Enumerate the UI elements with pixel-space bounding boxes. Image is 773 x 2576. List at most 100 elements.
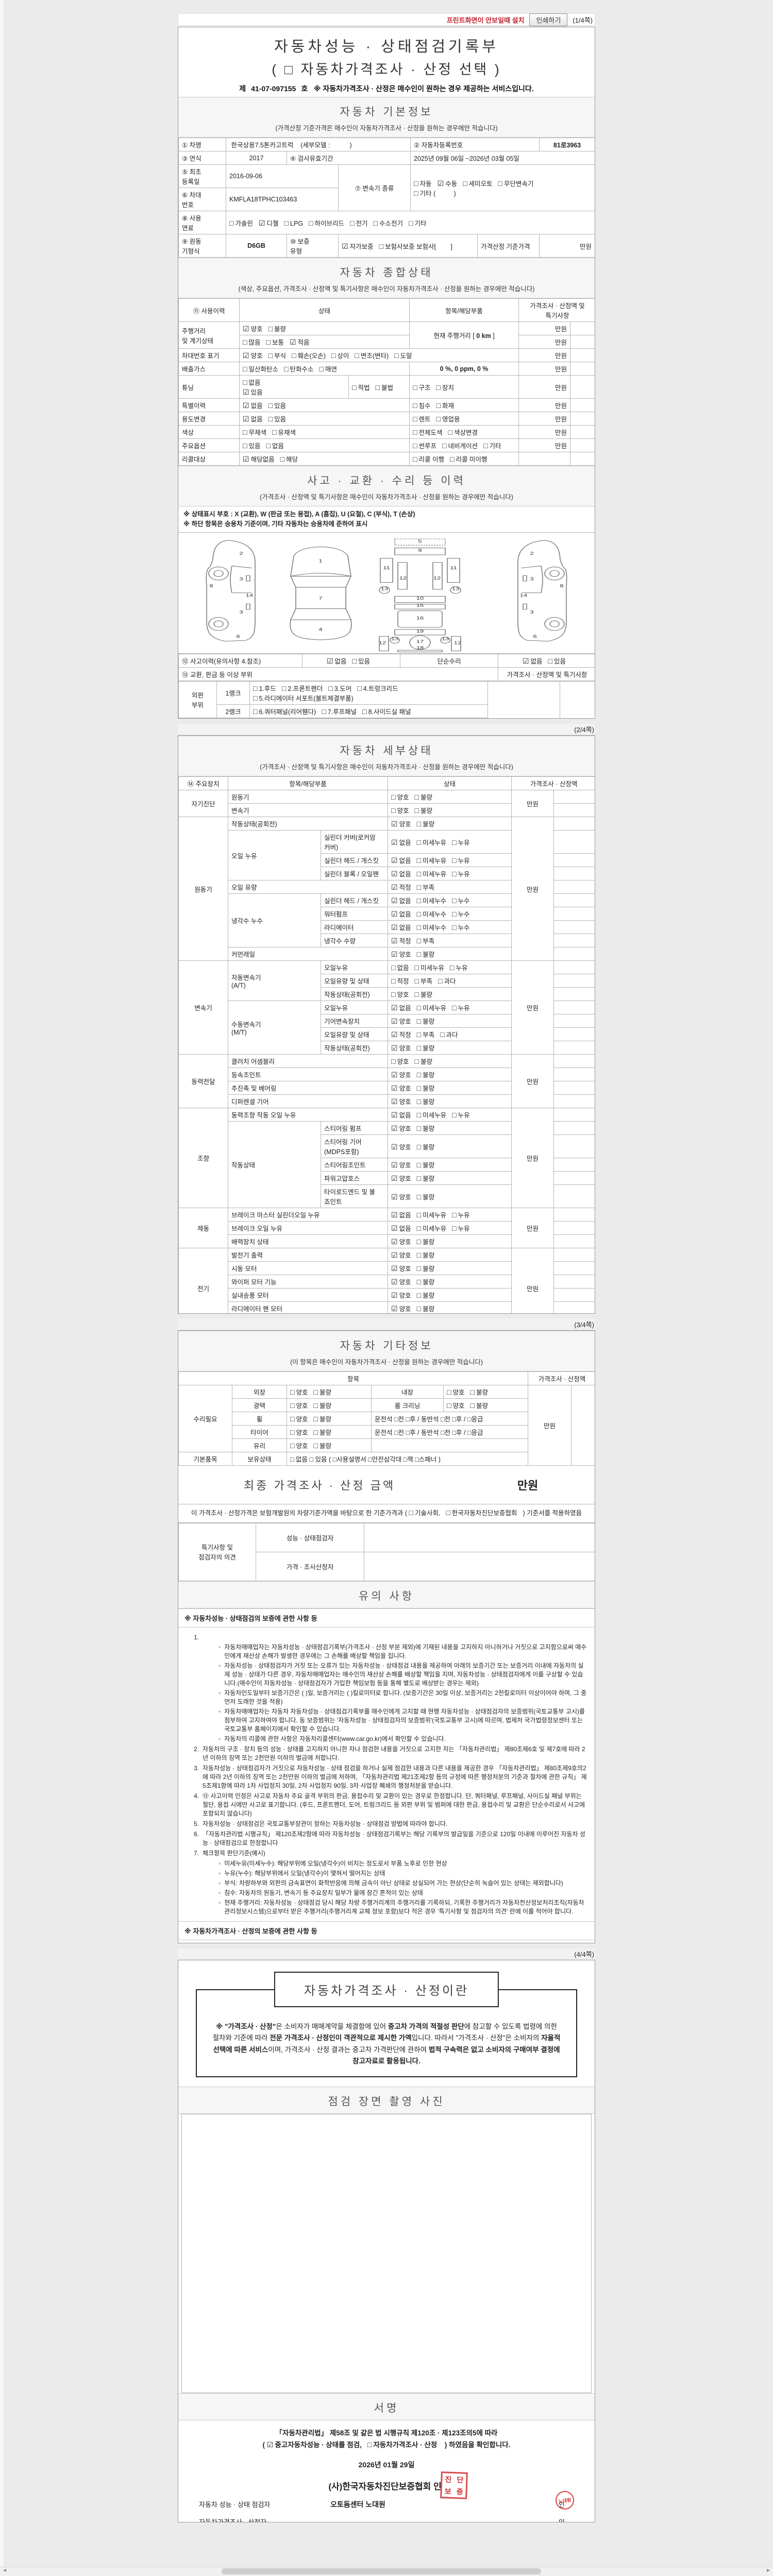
unchecked-option[interactable]: □ 불량 — [416, 1238, 435, 1246]
unchecked-option[interactable]: □ 불량 — [416, 1084, 435, 1092]
unchecked-option[interactable]: □ 불량 — [416, 1097, 435, 1106]
unchecked-option[interactable]: □ 1.후드 — [253, 684, 276, 692]
checked-option[interactable]: ☑ 있음 — [243, 388, 263, 396]
unchecked-option[interactable]: □ 기타 — [409, 218, 427, 227]
unchecked-option[interactable]: □ 누수 — [452, 923, 470, 931]
unchecked-option[interactable]: □ 기타 — [483, 442, 501, 450]
unchecked-option[interactable]: □ 보험사보증 보험사[ — [379, 242, 436, 250]
checked-option[interactable]: ☑ 양호 — [391, 1097, 411, 1106]
unchecked-option[interactable]: □ 불량 — [470, 1388, 488, 1396]
unchecked-option[interactable]: □ 양호 — [391, 793, 409, 801]
unchecked-option[interactable]: □ 불법 — [375, 383, 393, 392]
checked-option[interactable]: ☑ 양호 — [391, 1017, 411, 1025]
unchecked-option[interactable]: □ 미세누유 — [416, 1004, 447, 1012]
checked-option[interactable]: ☑ 양호 — [391, 1192, 411, 1201]
checked-option[interactable]: ☑ 적정 — [391, 1030, 411, 1039]
unchecked-option[interactable]: □ 불량 — [313, 1401, 331, 1410]
checked-option[interactable]: ☑ 없음 — [243, 415, 263, 423]
unchecked-option[interactable]: □ 불량 — [416, 1017, 435, 1025]
checked-option[interactable]: ☑ 없음 — [326, 656, 347, 665]
unchecked-option[interactable]: □ 기타 ( — [414, 189, 436, 197]
unchecked-option[interactable]: □ 불량 — [416, 1124, 435, 1132]
unchecked-option[interactable]: □ 누수 — [452, 896, 470, 905]
unchecked-option[interactable]: □ 양호 — [290, 1428, 308, 1436]
checked-option[interactable]: ☑ 디젤 — [258, 218, 279, 227]
unchecked-option[interactable]: □ 렌트 — [413, 415, 431, 423]
unchecked-option[interactable]: □ 과다 — [438, 977, 456, 985]
unchecked-option[interactable]: □ 양호 — [290, 1442, 308, 1450]
unchecked-option[interactable]: □ 양호 — [290, 1415, 308, 1423]
checked-option[interactable]: ☑ 양호 — [391, 820, 411, 828]
checked-option[interactable]: ☑ 없음 — [391, 1211, 411, 1219]
unchecked-option[interactable]: □ 매연 — [319, 365, 337, 373]
unchecked-option[interactable]: □ 누유 — [452, 838, 470, 846]
unchecked-option[interactable]: □ 해당 — [280, 455, 298, 463]
unchecked-option[interactable]: □ 불량 — [313, 1442, 331, 1450]
unchecked-option[interactable]: □ 침수 — [413, 401, 431, 410]
unchecked-option[interactable]: □ 양호 — [290, 1388, 308, 1396]
checked-option[interactable]: ☑ 양호 — [243, 351, 263, 360]
unchecked-option[interactable]: □ 유채색 — [272, 428, 296, 436]
unchecked-option[interactable]: □ 있음 — [268, 401, 287, 410]
unchecked-option[interactable]: □ 불량 — [416, 1304, 435, 1313]
unchecked-option[interactable]: □ 불량 — [470, 1401, 488, 1410]
unchecked-option[interactable]: □ 불량 — [416, 1264, 435, 1273]
unchecked-option[interactable]: □ 미세누수 — [416, 923, 447, 931]
checked-option[interactable]: ☑ 양호 — [391, 1278, 411, 1286]
checked-option[interactable]: ☑ 수동 — [437, 179, 458, 188]
unchecked-option[interactable]: □ 불량 — [416, 1278, 435, 1286]
scroll-right-arrow-icon[interactable]: ► — [766, 2568, 771, 2573]
checked-option[interactable]: ☑ 없음 — [391, 1224, 411, 1232]
checked-option[interactable]: ☑ 양호 — [391, 1304, 411, 1313]
unchecked-option[interactable]: □ 미세누유 — [416, 1111, 447, 1119]
unchecked-option[interactable]: □ 미세누유 — [414, 963, 444, 972]
checked-option[interactable]: ☑ 적정 — [391, 937, 411, 945]
unchecked-option[interactable]: □ 양호 — [290, 1401, 308, 1410]
unchecked-option[interactable]: □ 8.사이드실 패널 — [362, 707, 411, 716]
unchecked-option[interactable]: □ 불량 — [416, 1251, 435, 1259]
checked-option[interactable]: ☑ 양호 — [391, 1044, 411, 1052]
unchecked-option[interactable]: □ 색상변경 — [448, 428, 478, 436]
unchecked-option[interactable]: □ 없음 — [391, 963, 409, 972]
checked-option[interactable]: ☑ 양호 — [391, 1291, 411, 1299]
unchecked-option[interactable]: □ 6.쿼터패널(리어휀다) — [253, 707, 316, 716]
unchecked-option[interactable]: □ 훼손(오손) — [292, 351, 326, 360]
unchecked-option[interactable]: □ 부족 — [416, 883, 435, 891]
unchecked-option[interactable]: □ 누유 — [452, 1224, 470, 1232]
unchecked-option[interactable]: □ 양호 — [391, 990, 409, 998]
unchecked-option[interactable]: □ 있음 — [548, 656, 566, 665]
unchecked-option[interactable]: □ 미세누유 — [416, 870, 447, 878]
unchecked-option[interactable]: □ 4.트렁크리드 — [357, 684, 398, 692]
checked-option[interactable]: ☑ 양호 — [391, 950, 411, 958]
unchecked-option[interactable]: □ 자동 — [414, 179, 432, 188]
unchecked-option[interactable]: □ 불량 — [414, 990, 432, 998]
checked-option[interactable]: ☑ 없음 — [391, 896, 411, 905]
unchecked-option[interactable]: □ 불량 — [416, 950, 435, 958]
unchecked-option[interactable]: □ 많음 — [243, 338, 261, 346]
unchecked-option[interactable]: □ 불량 — [313, 1388, 331, 1396]
unchecked-option[interactable]: □ 없음 — [266, 442, 284, 450]
unchecked-option[interactable]: □ 부족 — [416, 937, 435, 945]
unchecked-option[interactable]: □ 기술사회, — [409, 1509, 441, 1517]
unchecked-option[interactable]: □ 불량 — [416, 1291, 435, 1299]
unchecked-option[interactable]: □ 불량 — [268, 325, 287, 333]
unchecked-option[interactable]: □ 3.도어 — [328, 684, 352, 692]
checked-option[interactable]: ☑ 없음 — [391, 856, 411, 865]
unchecked-option[interactable]: □ 부족 — [414, 977, 432, 985]
unchecked-option[interactable]: □ 네비게이션 — [442, 442, 478, 450]
unchecked-option[interactable]: □ 부족 — [416, 1030, 435, 1039]
unchecked-option[interactable]: □ 수소전기 — [373, 218, 403, 227]
unchecked-option[interactable]: □ 양호 — [447, 1401, 465, 1410]
unchecked-option[interactable]: □ 불량 — [416, 1161, 435, 1169]
unchecked-option[interactable]: □ 불량 — [313, 1428, 331, 1436]
checked-option[interactable]: ☑ 양호 — [391, 1264, 411, 1273]
unchecked-option[interactable]: □ 하이브리드 — [309, 218, 345, 227]
unchecked-option[interactable]: □ 2.프론트펜더 — [281, 684, 323, 692]
unchecked-option[interactable]: □ 일산화탄소 — [243, 365, 278, 373]
checked-option[interactable]: ☑ 없음 — [391, 838, 411, 846]
unchecked-option[interactable]: □ 양호 — [391, 806, 409, 815]
unchecked-option[interactable]: □ 누유 — [452, 1004, 470, 1012]
unchecked-option[interactable]: □ 썬루프 — [413, 442, 436, 450]
unchecked-option[interactable]: □ 자동차가격조사 · 산정 — [367, 2441, 438, 2449]
unchecked-option[interactable]: □ 세미오토 — [463, 179, 493, 188]
